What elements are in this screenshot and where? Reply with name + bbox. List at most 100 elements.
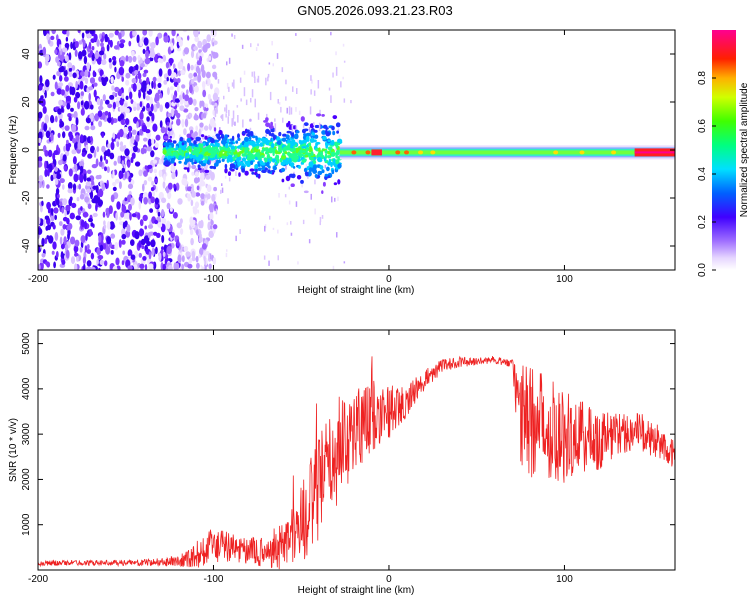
spectrogram-cell bbox=[295, 201, 298, 207]
spectrogram-cell bbox=[54, 49, 58, 55]
spectrogram-cell bbox=[209, 212, 214, 221]
spectrogram-cell bbox=[74, 263, 78, 270]
spectrogram-cell bbox=[148, 251, 152, 260]
spectrogram-cell bbox=[317, 170, 323, 176]
spectrogram-cell bbox=[62, 131, 66, 139]
spectrogram-cell bbox=[80, 235, 86, 244]
carrier-core bbox=[339, 150, 675, 155]
ytick-label: 0 bbox=[21, 147, 32, 153]
spectrogram-cell bbox=[270, 133, 275, 137]
spectrogram-cell bbox=[193, 72, 198, 78]
spectrogram-cell bbox=[282, 133, 287, 137]
spectrogram-cell bbox=[59, 75, 63, 82]
spectrogram-cell bbox=[317, 156, 322, 163]
spectrogram-cell bbox=[277, 229, 279, 234]
spectrogram-cell bbox=[256, 78, 259, 83]
spectrogram-cell bbox=[328, 87, 331, 91]
spectrogram-cell bbox=[44, 168, 48, 178]
spectrogram-cell bbox=[314, 134, 319, 139]
spectrogram-cell bbox=[98, 267, 101, 270]
spectrogram-cell bbox=[286, 130, 292, 134]
spectrogram-cell bbox=[274, 149, 278, 155]
spectrogram-cell bbox=[159, 120, 163, 128]
spectrogram-cell bbox=[247, 154, 252, 160]
spectrogram-cell bbox=[254, 164, 259, 169]
spectrogram-cell bbox=[185, 158, 191, 162]
spectrogram-cell bbox=[238, 145, 242, 148]
spectrogram-cell bbox=[114, 66, 117, 73]
spectrogram-cell bbox=[207, 93, 211, 100]
spectrogram-cell bbox=[142, 30, 146, 34]
spectrogram-cell bbox=[202, 89, 207, 98]
spectrogram-cell bbox=[87, 153, 93, 159]
spectrogram-cell bbox=[71, 65, 76, 71]
spectrogram-cell bbox=[332, 72, 334, 78]
spectrogram-cell bbox=[305, 154, 309, 158]
spectrogram-cell bbox=[125, 212, 131, 220]
spectrogram-cell bbox=[117, 155, 121, 164]
spectrogram-cell bbox=[131, 129, 137, 135]
spectrogram-cell bbox=[208, 203, 214, 212]
spectrogram-cell bbox=[98, 161, 103, 167]
spectrogram-cell bbox=[177, 61, 184, 70]
spectrogram-cell bbox=[75, 164, 78, 173]
spectrogram-cell bbox=[181, 118, 185, 128]
spectrogram-cell bbox=[163, 35, 169, 43]
spectrogram-cell bbox=[187, 62, 191, 72]
spectrogram-cell bbox=[222, 138, 226, 141]
spectrogram-cell bbox=[192, 206, 197, 211]
spectrogram-cell bbox=[319, 165, 324, 170]
spectrogram-cell bbox=[99, 244, 104, 252]
spectrogram-cell bbox=[167, 154, 171, 160]
spectrogram-cell bbox=[114, 178, 120, 184]
spectrogram-cell bbox=[204, 197, 208, 204]
spectrogram-cell bbox=[104, 166, 107, 172]
spectrogram-cell bbox=[193, 46, 199, 51]
spectrogram-cell bbox=[176, 77, 181, 84]
spectrogram-cell bbox=[159, 93, 163, 99]
spectrogram-cell bbox=[73, 245, 79, 253]
spectrogram-cell bbox=[288, 200, 291, 205]
spectrogram-cell bbox=[60, 228, 65, 236]
spectrogram-cell bbox=[38, 137, 42, 143]
spectrogram-cell bbox=[318, 122, 321, 132]
spectrogram-cell bbox=[96, 98, 101, 106]
spectrogram-cell bbox=[81, 107, 85, 112]
spectrogram-cell bbox=[162, 251, 166, 257]
spectrogram-cell bbox=[46, 201, 51, 210]
spectrogram-cell bbox=[324, 149, 328, 154]
spectrogram-cell bbox=[334, 152, 340, 156]
spectrogram-cell bbox=[150, 239, 156, 248]
spectrogram-cell bbox=[181, 142, 185, 146]
spectrogram-cell bbox=[67, 188, 74, 194]
spectrogram-cell bbox=[131, 152, 136, 159]
spectrogram-cell bbox=[231, 33, 233, 37]
spectrogram-cell bbox=[186, 186, 193, 192]
spectrogram-cell bbox=[239, 77, 242, 83]
spectrogram-cell bbox=[66, 225, 72, 231]
spectrogram-cell bbox=[310, 135, 314, 139]
spectrogram-cell bbox=[198, 31, 200, 35]
spectrogram-cell bbox=[203, 112, 207, 119]
spectrogram-cell bbox=[82, 39, 86, 48]
spectrogram-cell bbox=[198, 128, 202, 138]
spectrogram-cell bbox=[245, 129, 250, 133]
spectrogram-cell bbox=[66, 103, 71, 110]
spectrogram-cell bbox=[226, 83, 229, 89]
spectrogram-cell bbox=[309, 129, 311, 133]
spectrogram-cell bbox=[124, 148, 130, 157]
spectrogram-cell bbox=[330, 161, 333, 168]
spectrogram-cell bbox=[300, 116, 305, 122]
spectrogram-cell bbox=[110, 233, 116, 239]
spectrogram-cell bbox=[210, 219, 213, 224]
spectrogram-cell bbox=[99, 102, 103, 108]
spectrogram-cell bbox=[79, 80, 84, 90]
spectrogram-cell bbox=[255, 145, 260, 149]
spectrogram-cell bbox=[73, 173, 79, 183]
spectrogram-cell bbox=[300, 179, 304, 184]
spectrogram-cell bbox=[79, 174, 84, 183]
spectrogram-cell bbox=[59, 65, 65, 73]
spectrogram-cell bbox=[184, 94, 190, 102]
spectrogram-cell bbox=[99, 259, 105, 266]
spectrogram-cell bbox=[131, 213, 137, 218]
